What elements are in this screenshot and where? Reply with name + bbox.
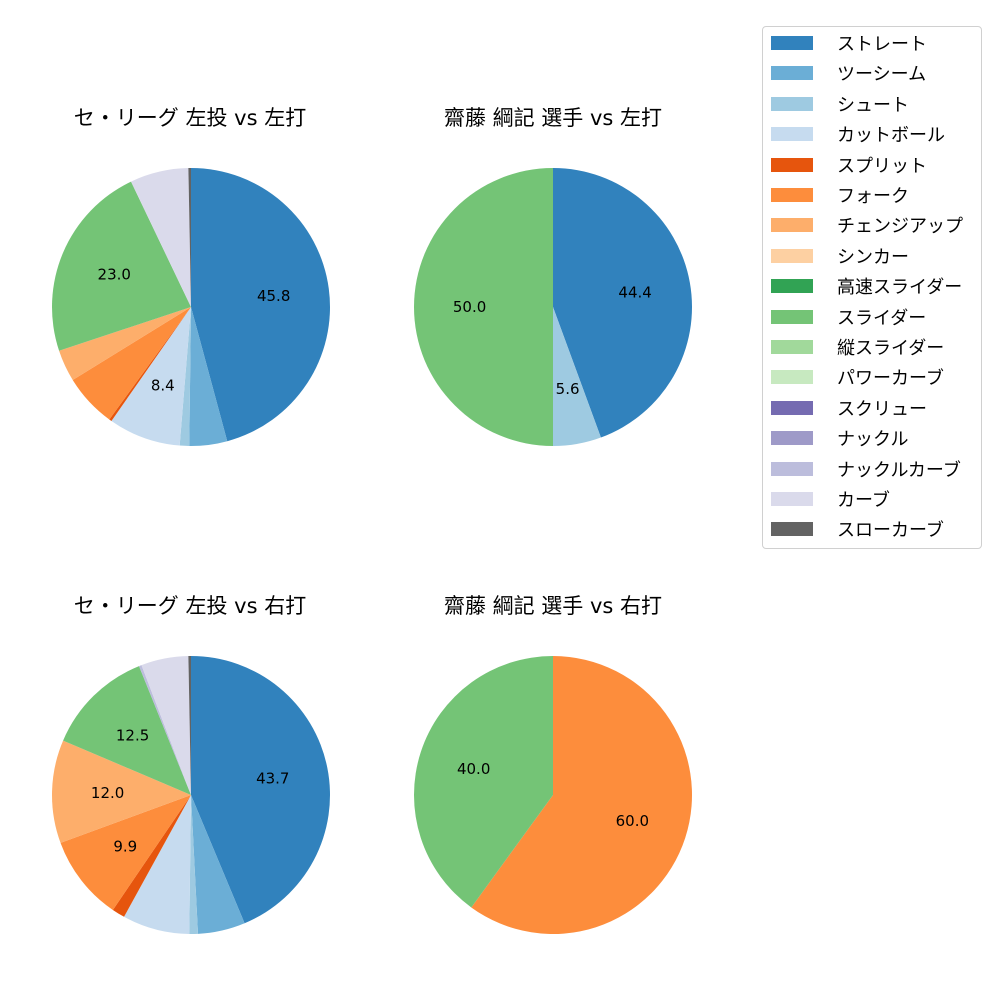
slice-value-label: 12.5 <box>116 726 149 744</box>
slice-value-label: 43.7 <box>256 770 289 788</box>
pie-slice <box>52 181 192 351</box>
pie-slice <box>191 656 331 924</box>
legend-label: シュート <box>837 94 909 116</box>
legend-swatch <box>771 157 813 172</box>
legend-swatch <box>771 127 813 142</box>
pie-0: 45.8 8.4 23.0 <box>52 168 331 446</box>
pie-slice <box>191 795 245 934</box>
slice-value-label: 12.0 <box>91 784 124 802</box>
chart-title: 齋藤 綱記 選手 vs 左打 <box>443 106 663 130</box>
legend-item: ツーシーム <box>771 61 926 85</box>
pie-slice <box>124 795 191 934</box>
chart-title: セ・リーグ 左投 vs 右打 <box>73 594 307 618</box>
legend-item: シュート <box>771 92 909 116</box>
legend-swatch <box>771 309 813 324</box>
legend-swatch <box>771 370 813 385</box>
legend-swatch <box>771 36 813 50</box>
legend-item: シンカー <box>771 244 909 268</box>
legend-label: スライダー <box>837 307 927 329</box>
legend-swatch <box>771 218 813 233</box>
pie-slice <box>60 795 192 910</box>
legend-label: シンカー <box>837 246 909 268</box>
pie-slice <box>188 656 191 795</box>
pie-slice <box>414 656 553 908</box>
legend-item: フォーク <box>771 183 909 207</box>
slice-value-label: 40.0 <box>457 760 490 778</box>
legend-label: 縦スライダー <box>837 338 945 359</box>
legend-swatch <box>771 492 813 506</box>
legend-label: チェンジアップ <box>837 216 963 238</box>
pie-slice <box>72 307 191 420</box>
legend-label: ツーシーム <box>837 64 927 86</box>
legend-item: スクリュー <box>771 396 927 420</box>
legend-label: スクリュー <box>837 398 927 420</box>
legend-item: 高速スライダー <box>771 274 962 298</box>
legend-swatch <box>771 461 813 476</box>
pie-slice <box>189 307 228 446</box>
legend-label: カーブ <box>837 490 890 511</box>
legend-item: チェンジアップ <box>771 213 963 237</box>
pie-3: 60.0 40.0 <box>414 656 693 935</box>
pie-slice <box>139 665 191 795</box>
legend-item: スライダー <box>771 305 926 329</box>
slice-value-label: 23.0 <box>98 265 131 283</box>
legend-swatch <box>771 188 813 202</box>
pie-1: 44.4 5.6 50.0 <box>414 168 693 446</box>
legend-item: スローカーブ <box>771 517 944 541</box>
pie-slice <box>414 168 553 446</box>
legend-label: カットボール <box>837 125 945 147</box>
pie-2: 43.7 9.9 12.0 12.5 <box>52 656 331 934</box>
legend-swatch <box>771 431 813 446</box>
pie-slice <box>553 307 601 446</box>
legend-label: スローカーブ <box>837 520 944 542</box>
legend: ストレートツーシームシュートカットボール スプリットフォークチェンジアップ シンカー… <box>762 26 982 549</box>
pie-slice <box>179 307 191 446</box>
legend-label: ナックルカーブ <box>837 459 961 481</box>
slice-value-label: 60.0 <box>616 812 649 830</box>
legend-item: カットボール <box>771 122 945 146</box>
pie-slice <box>131 168 191 307</box>
pie-slice <box>553 168 693 438</box>
pie-slice <box>63 666 192 795</box>
legend-swatch <box>771 522 813 537</box>
legend-swatch <box>771 279 813 294</box>
slice-value-label: 50.0 <box>453 298 486 316</box>
legend-item: スプリット <box>771 153 927 177</box>
chart-title: 齋藤 綱記 選手 vs 右打 <box>443 594 663 618</box>
pie-slice <box>141 656 191 795</box>
legend-swatch <box>771 400 813 415</box>
legend-label: パワーカーブ <box>837 368 944 390</box>
pie-slice <box>191 168 331 442</box>
pie-slice <box>109 307 191 421</box>
legend-label: ストレート <box>837 34 927 55</box>
legend-item: パワーカーブ <box>771 365 944 389</box>
slice-value-label: 8.4 <box>151 376 175 394</box>
legend-swatch <box>771 96 813 111</box>
legend-item: カーブ <box>771 487 890 511</box>
pie-slice <box>111 307 191 446</box>
pie-slice <box>471 656 693 935</box>
legend-swatch <box>771 340 813 354</box>
slice-value-label: 44.4 <box>618 283 651 301</box>
legend-item: ナックル <box>771 426 908 450</box>
pie-slice <box>189 795 198 934</box>
legend-item: ナックルカーブ <box>771 457 961 481</box>
legend-swatch <box>771 66 813 81</box>
pie-slice <box>188 168 191 307</box>
legend-label: スプリット <box>837 155 927 177</box>
legend-swatch <box>771 248 813 263</box>
chart-title: セ・リーグ 左投 vs 左打 <box>73 106 307 130</box>
pie-slice <box>52 740 191 843</box>
slice-value-label: 45.8 <box>257 287 290 305</box>
legend-label: ナックル <box>837 429 909 451</box>
legend-item: ストレート <box>771 31 927 55</box>
legend-item: 縦スライダー <box>771 335 944 359</box>
slice-value-label: 9.9 <box>113 837 137 855</box>
legend-label: フォーク <box>837 186 909 207</box>
slice-value-label: 5.6 <box>556 380 580 398</box>
pie-slice <box>112 795 191 917</box>
pie-slice <box>59 307 191 380</box>
legend-label: 高速スライダー <box>837 277 963 299</box>
